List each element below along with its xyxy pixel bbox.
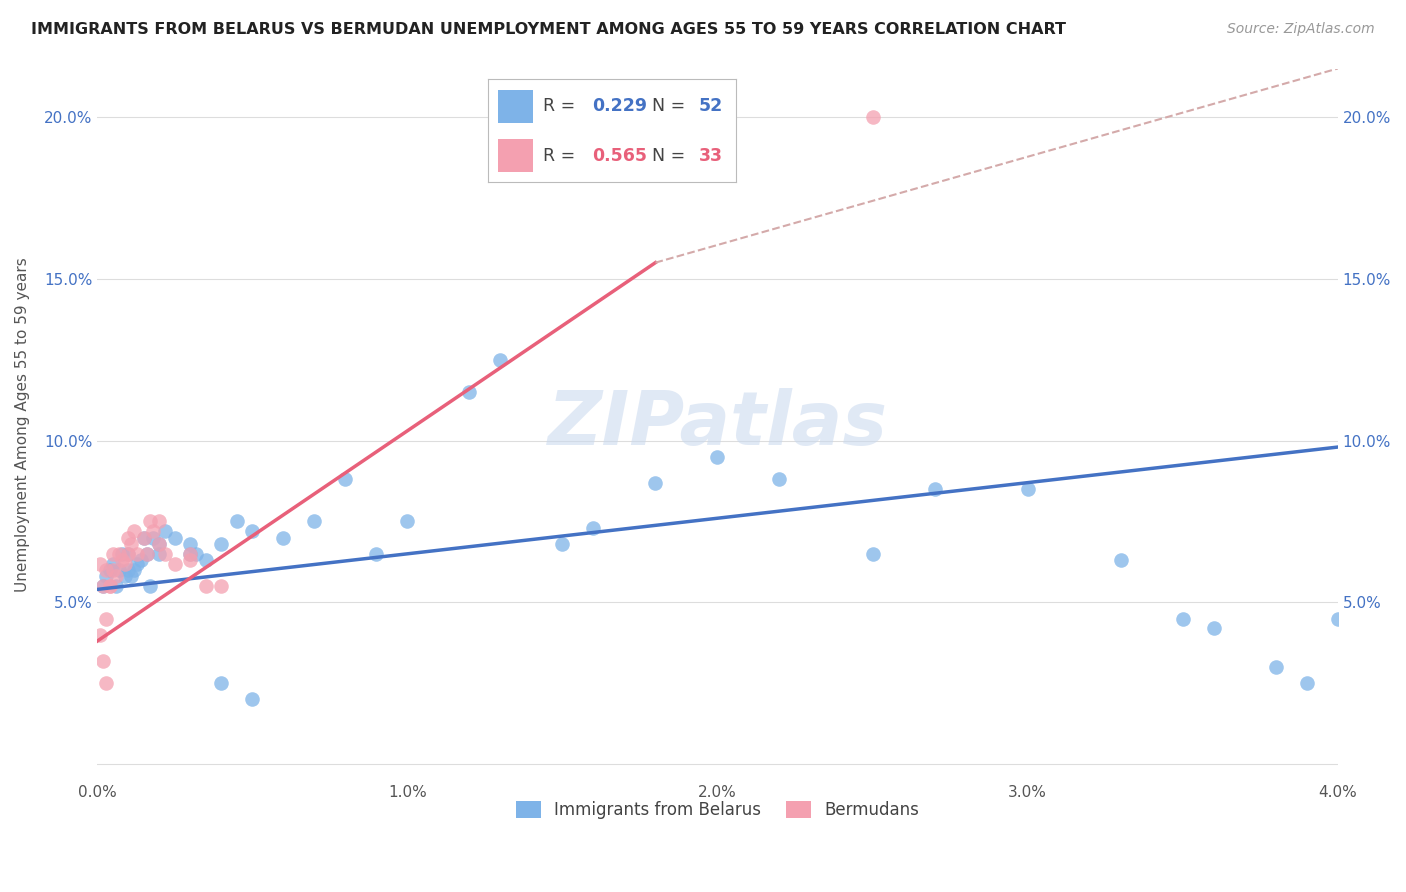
Point [179, 553, 201, 567]
Point [117, 531, 139, 545]
Point [114, 557, 136, 571]
Point [104, 569, 127, 583]
Point [209, 537, 232, 551]
Point [862, 110, 884, 124]
Point [155, 547, 177, 561]
Point [768, 472, 790, 486]
Point [148, 547, 170, 561]
Point [551, 537, 574, 551]
Point [111, 547, 134, 561]
Point [179, 537, 201, 551]
Text: Source: ZipAtlas.com: Source: ZipAtlas.com [1227, 22, 1375, 37]
Point [117, 547, 139, 561]
Text: ZIPatlas: ZIPatlas [547, 388, 887, 461]
Point [163, 557, 186, 571]
Point [114, 569, 136, 583]
Point [396, 515, 419, 529]
Point [96, 563, 118, 577]
Point [139, 515, 162, 529]
Point [179, 547, 201, 561]
Point [132, 531, 155, 545]
Point [98, 579, 121, 593]
Point [135, 547, 157, 561]
Point [142, 524, 165, 538]
Point [179, 547, 201, 561]
Point [706, 450, 728, 464]
Point [108, 547, 131, 561]
Point [1295, 676, 1317, 690]
Point [89, 628, 111, 642]
Point [225, 515, 247, 529]
Point [91, 579, 114, 593]
Point [644, 475, 666, 490]
Point [127, 557, 149, 571]
Point [271, 531, 294, 545]
Point [104, 579, 127, 593]
Point [124, 563, 146, 577]
Point [1264, 660, 1286, 674]
Point [120, 537, 142, 551]
Point [1326, 611, 1348, 625]
Text: IMMIGRANTS FROM BELARUS VS BERMUDAN UNEMPLOYMENT AMONG AGES 55 TO 59 YEARS CORRE: IMMIGRANTS FROM BELARUS VS BERMUDAN UNEM… [31, 22, 1066, 37]
Point [108, 563, 131, 577]
Point [96, 569, 118, 583]
Point [155, 524, 177, 538]
Point [163, 531, 186, 545]
Point [186, 547, 208, 561]
Point [139, 579, 162, 593]
Point [117, 563, 139, 577]
Point [101, 563, 124, 577]
Point [1171, 611, 1194, 625]
Point [120, 569, 142, 583]
Point [111, 553, 134, 567]
Y-axis label: Unemployment Among Ages 55 to 59 years: Unemployment Among Ages 55 to 59 years [15, 257, 30, 591]
Point [135, 547, 157, 561]
Point [148, 537, 170, 551]
Point [209, 676, 232, 690]
Point [101, 547, 124, 561]
Point [335, 472, 357, 486]
Point [148, 515, 170, 529]
Point [194, 553, 217, 567]
Point [124, 524, 146, 538]
Legend: Immigrants from Belarus, Bermudans: Immigrants from Belarus, Bermudans [509, 794, 927, 825]
Point [96, 611, 118, 625]
Point [1017, 482, 1039, 496]
Point [924, 482, 946, 496]
Point [142, 531, 165, 545]
Point [1202, 621, 1225, 635]
Point [101, 557, 124, 571]
Point [366, 547, 388, 561]
Point [240, 524, 263, 538]
Point [89, 557, 111, 571]
Point [96, 676, 118, 690]
Point [129, 553, 152, 567]
Point [148, 537, 170, 551]
Point [240, 692, 263, 706]
Point [98, 563, 121, 577]
Point [862, 547, 884, 561]
Point [132, 531, 155, 545]
Point [458, 385, 481, 400]
Point [194, 579, 217, 593]
Point [1109, 553, 1132, 567]
Point [209, 579, 232, 593]
Point [98, 579, 121, 593]
Point [91, 579, 114, 593]
Point [302, 515, 325, 529]
Point [127, 547, 149, 561]
Point [489, 352, 512, 367]
Point [91, 654, 114, 668]
Point [117, 547, 139, 561]
Point [582, 521, 605, 535]
